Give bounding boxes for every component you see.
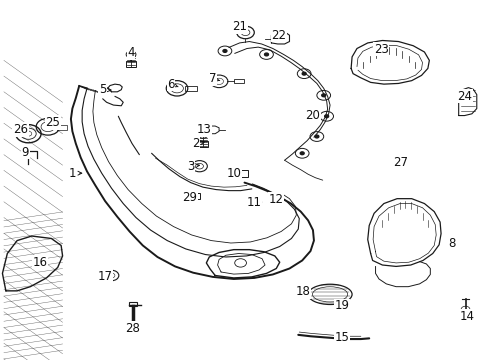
Text: 25: 25 bbox=[45, 116, 60, 129]
Text: 7: 7 bbox=[208, 72, 219, 85]
Text: 26: 26 bbox=[13, 123, 29, 136]
Circle shape bbox=[314, 135, 318, 138]
Text: 3: 3 bbox=[186, 160, 199, 173]
Circle shape bbox=[223, 50, 226, 52]
Text: 29: 29 bbox=[182, 191, 197, 204]
Text: 17: 17 bbox=[98, 270, 112, 283]
Text: 8: 8 bbox=[447, 237, 455, 249]
Text: 9: 9 bbox=[21, 146, 29, 159]
Circle shape bbox=[264, 53, 268, 56]
Text: 15: 15 bbox=[334, 331, 349, 344]
Text: 27: 27 bbox=[393, 156, 407, 169]
Text: 12: 12 bbox=[268, 193, 283, 206]
Text: 10: 10 bbox=[226, 167, 241, 180]
Circle shape bbox=[300, 152, 304, 155]
Text: 13: 13 bbox=[197, 123, 211, 136]
Text: 1: 1 bbox=[68, 167, 81, 180]
Text: 6: 6 bbox=[167, 78, 178, 91]
Text: 23: 23 bbox=[373, 43, 388, 56]
Text: 21: 21 bbox=[232, 20, 246, 33]
Text: 16: 16 bbox=[33, 256, 47, 269]
Text: 19: 19 bbox=[334, 300, 349, 312]
Text: 20: 20 bbox=[305, 109, 320, 122]
Text: 5: 5 bbox=[99, 83, 111, 96]
Circle shape bbox=[302, 72, 305, 75]
Text: 14: 14 bbox=[459, 310, 473, 323]
Text: 2: 2 bbox=[191, 137, 204, 150]
Circle shape bbox=[321, 94, 325, 97]
Text: 18: 18 bbox=[295, 285, 310, 298]
Text: 4: 4 bbox=[127, 46, 135, 60]
Circle shape bbox=[324, 115, 328, 118]
Text: 24: 24 bbox=[456, 90, 471, 103]
Text: 28: 28 bbox=[125, 322, 140, 335]
Text: 11: 11 bbox=[246, 196, 261, 210]
Text: 22: 22 bbox=[271, 29, 285, 42]
